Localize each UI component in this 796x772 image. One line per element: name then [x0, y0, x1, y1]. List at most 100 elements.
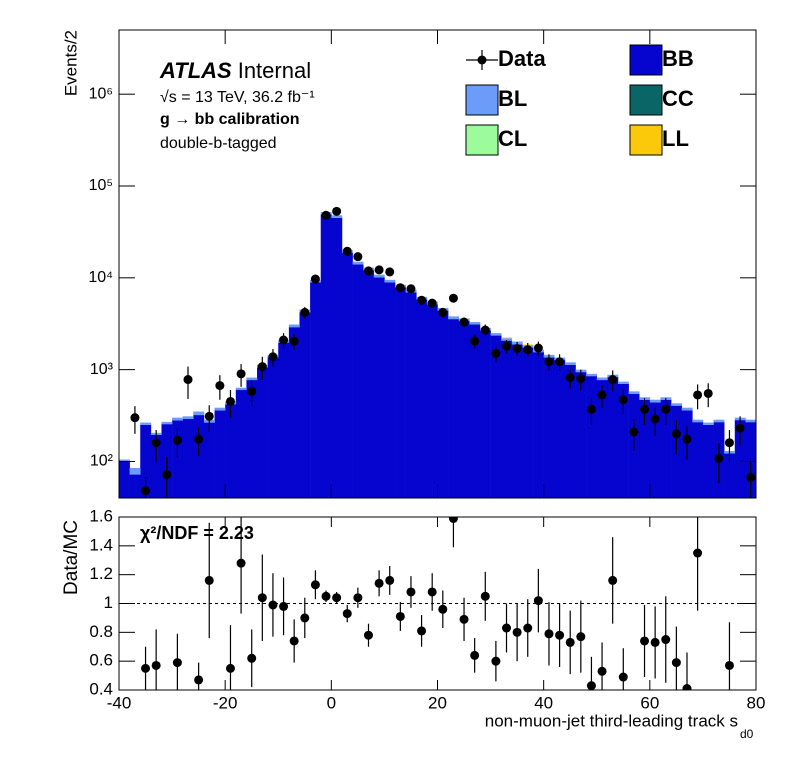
stack-bar: [448, 316, 460, 320]
ratio-point: [310, 580, 320, 590]
data-point: [661, 404, 671, 414]
stack-bar: [193, 415, 205, 498]
ratio-point: [395, 611, 405, 621]
stack-bar: [257, 367, 268, 498]
data-point: [268, 352, 278, 362]
y-axis-label: Events/2: [61, 30, 80, 96]
stack-bar: [373, 277, 385, 498]
data-point: [724, 438, 734, 448]
stack-bar: [511, 341, 523, 342]
ratio-point: [141, 663, 151, 673]
ratio-point: [417, 626, 427, 636]
stack-bar: [702, 424, 714, 498]
data-point: [342, 246, 352, 256]
ratio-point: [682, 684, 692, 690]
stack-bar: [405, 292, 417, 498]
data-point: [353, 252, 363, 262]
stack-bar: [331, 217, 343, 498]
stack-bar: [564, 364, 576, 498]
data-point: [586, 404, 596, 414]
ratio-point: [459, 614, 469, 624]
data-point: [438, 307, 448, 317]
ratio-point: [650, 637, 660, 647]
data-point: [417, 295, 427, 305]
ratio-point: [480, 591, 490, 601]
data-point: [544, 357, 554, 367]
stack-bar: [501, 338, 513, 341]
ratio-point: [671, 658, 681, 668]
ratio-point: [565, 637, 575, 647]
ratio-point: [448, 517, 458, 523]
ratio-point: [279, 601, 289, 611]
stack-bar: [522, 347, 534, 498]
stack-bar: [617, 381, 629, 384]
x-tick-label: 60: [640, 693, 659, 712]
ratio-point: [597, 666, 607, 676]
y-tick-label: 10⁶: [89, 85, 113, 102]
data-point: [130, 413, 140, 423]
ratio-point: [332, 593, 342, 603]
data-point: [289, 336, 299, 346]
x-tick-label: 0: [327, 693, 336, 712]
ratio-point: [321, 591, 331, 601]
ratio-point: [544, 629, 554, 639]
ratio-point: [342, 609, 352, 619]
data-point: [650, 414, 660, 424]
y-tick-label: 10⁴: [88, 269, 113, 286]
data-point: [225, 396, 235, 406]
legend-marker: [477, 55, 487, 65]
stack-bar: [331, 215, 343, 218]
stack-bar: [586, 376, 598, 498]
ratio-y-tick-label: 1.4: [89, 535, 113, 554]
ratio-y-tick-label: 0.8: [89, 622, 113, 641]
stack-bar: [649, 399, 661, 403]
stack-bar: [745, 419, 756, 423]
stack-bar: [172, 420, 183, 498]
ratio-point: [374, 578, 384, 588]
data-point: [236, 369, 246, 379]
ratio-point: [194, 675, 204, 685]
legend-swatch: [465, 84, 499, 116]
data-point: [714, 453, 724, 463]
data-point: [576, 374, 586, 384]
data-point: [141, 486, 151, 496]
ratio-point: [438, 604, 448, 614]
data-point: [565, 373, 575, 383]
stack-bar: [129, 474, 141, 498]
stack-bar: [586, 373, 598, 377]
y-tick-label: 10²: [90, 453, 114, 470]
data-point: [555, 357, 565, 367]
stack-bar: [458, 321, 470, 498]
ratio-point: [555, 630, 565, 640]
stack-bar: [692, 422, 704, 498]
y-tick-label: 10⁵: [89, 177, 113, 194]
data-point: [459, 317, 469, 327]
stack-bar: [310, 282, 322, 498]
stack-bar: [150, 434, 162, 498]
stack-bar: [490, 333, 502, 336]
stack-bar: [235, 387, 247, 391]
data-point: [671, 429, 681, 439]
legend-label: CC: [662, 86, 694, 111]
ratio-point: [523, 623, 533, 633]
stack-bar: [639, 399, 651, 498]
data-point: [406, 284, 416, 294]
data-point: [491, 348, 501, 358]
data-point: [523, 345, 533, 355]
ratio-point: [406, 587, 416, 597]
legend-label: Data: [498, 46, 546, 71]
ratio-point: [491, 656, 501, 666]
ratio-point: [353, 593, 363, 603]
stack-bar: [161, 421, 173, 425]
legend: Data BB BL CC CL LL: [465, 44, 694, 156]
stack-bar: [288, 327, 300, 498]
ratio-point: [586, 681, 596, 690]
stack-bar: [299, 312, 311, 498]
stack-bar: [320, 214, 332, 498]
stack-bar: [182, 416, 194, 420]
stack-bar: [140, 424, 152, 498]
ratio-frame: [118, 516, 757, 691]
stack-bar: [543, 357, 555, 498]
data-point: [194, 434, 204, 444]
